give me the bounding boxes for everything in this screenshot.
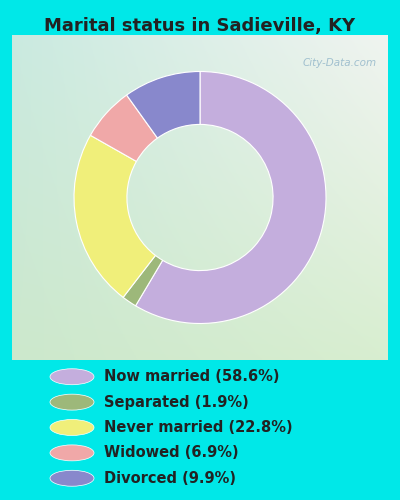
- Text: City-Data.com: City-Data.com: [302, 58, 377, 68]
- Wedge shape: [74, 136, 156, 298]
- Text: Widowed (6.9%): Widowed (6.9%): [104, 446, 239, 460]
- Text: Marital status in Sadieville, KY: Marital status in Sadieville, KY: [44, 18, 356, 36]
- Circle shape: [50, 369, 94, 384]
- Text: Now married (58.6%): Now married (58.6%): [104, 369, 280, 384]
- Wedge shape: [127, 72, 200, 138]
- Text: Divorced (9.9%): Divorced (9.9%): [104, 471, 236, 486]
- Circle shape: [50, 445, 94, 461]
- Circle shape: [50, 470, 94, 486]
- Text: Never married (22.8%): Never married (22.8%): [104, 420, 293, 435]
- Wedge shape: [123, 256, 163, 306]
- Wedge shape: [136, 72, 326, 324]
- Text: Separated (1.9%): Separated (1.9%): [104, 394, 249, 409]
- Wedge shape: [90, 95, 158, 162]
- Circle shape: [50, 394, 94, 410]
- Circle shape: [50, 420, 94, 436]
